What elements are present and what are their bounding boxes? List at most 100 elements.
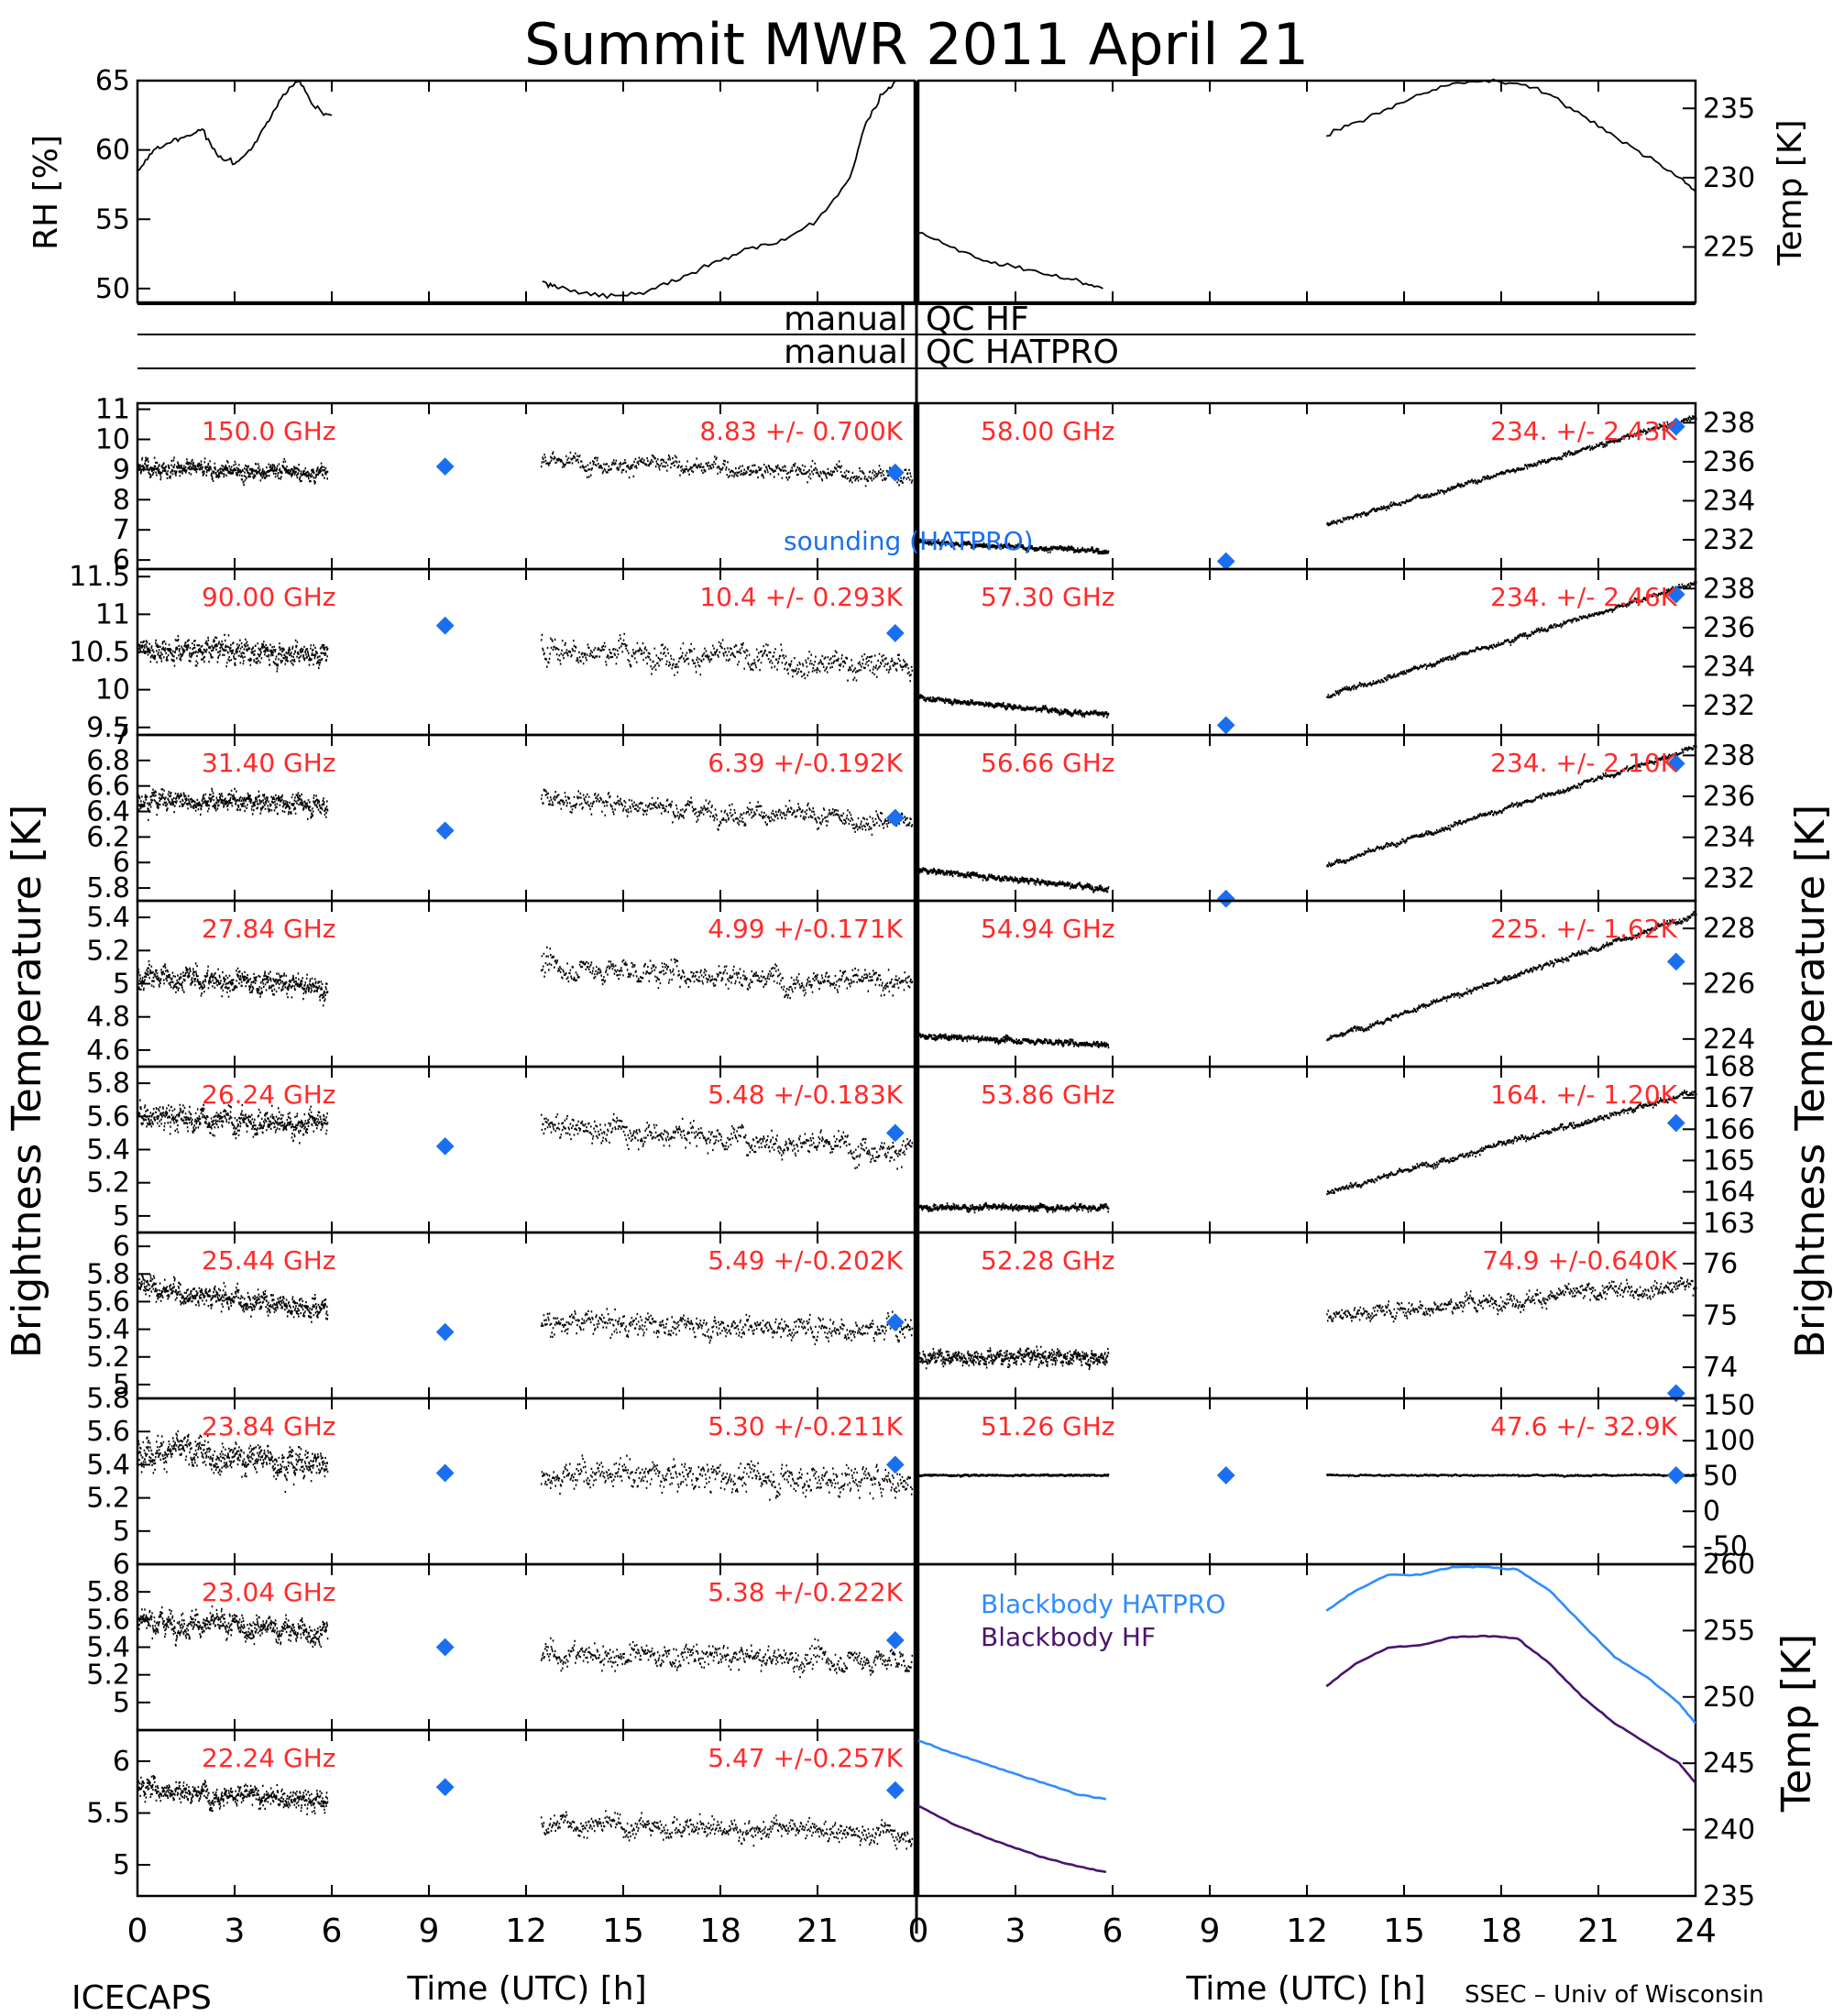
- x-tick-label: 15: [1383, 1912, 1425, 1950]
- y-tick-label: 7: [113, 719, 130, 751]
- sounding-marker: [435, 1463, 455, 1483]
- legend-hatpro: Blackbody HATPRO: [981, 1589, 1225, 1619]
- y-tick-label: 238: [1703, 573, 1755, 605]
- freq-label: 26.24 GHz: [202, 1079, 336, 1110]
- sounding-marker: [1216, 552, 1235, 571]
- y-tick-label: 6: [113, 847, 130, 879]
- x-tick-label: 9: [419, 1912, 440, 1950]
- freq-label: 56.66 GHz: [981, 748, 1115, 778]
- y-tick-label: 163: [1703, 1208, 1755, 1240]
- y-tick-label: 236: [1703, 446, 1755, 478]
- y-tick-label: 6: [113, 544, 130, 576]
- y-tick-label: 250: [1703, 1682, 1755, 1714]
- stat-label: 74.9 +/-0.640K: [1482, 1245, 1677, 1276]
- y-tick-label: 100: [1703, 1425, 1755, 1457]
- stat-label: 5.30 +/-0.211K: [708, 1411, 903, 1441]
- x-tick-label: 18: [1480, 1912, 1522, 1950]
- freq-label: 90.00 GHz: [202, 582, 336, 612]
- y-tick-label: 5.8: [86, 1576, 130, 1608]
- trace-tb5386: [918, 1090, 1697, 1214]
- y-tick-label: 167: [1703, 1082, 1755, 1114]
- freq-label: 53.86 GHz: [981, 1079, 1115, 1110]
- trace-tb3140: [137, 787, 914, 836]
- y-tick-label: 5.8: [86, 1258, 130, 1290]
- y-tick-label: 5: [113, 1516, 130, 1548]
- qc-hatpro-left: manual: [784, 334, 907, 371]
- y-tick-label: 4.8: [86, 1002, 130, 1034]
- y-tick-label: 6: [113, 1549, 130, 1581]
- rh-line: [137, 79, 896, 300]
- sounding-marker: [435, 1638, 455, 1657]
- sounding-marker: [435, 1322, 455, 1342]
- y-tick-label: 245: [1703, 1748, 1755, 1780]
- y-tick-label: 166: [1703, 1113, 1755, 1145]
- sounding-marker: [435, 1778, 455, 1797]
- y-tick-label: 236: [1703, 612, 1755, 644]
- y-tick-label: 8: [113, 484, 130, 516]
- sounding-marker: [1666, 1466, 1685, 1485]
- y-tick-label: 5.8: [86, 1383, 130, 1415]
- y-tick-label: 5.8: [86, 872, 130, 904]
- freq-label: 27.84 GHz: [202, 914, 336, 944]
- freq-label: 58.00 GHz: [981, 416, 1115, 446]
- freq-label: 22.24 GHz: [202, 1743, 336, 1773]
- footer-left: ICECAPS: [71, 1979, 212, 2016]
- sounding-marker: [1666, 952, 1685, 971]
- temp-ylabel: Temp [K]: [1772, 119, 1809, 266]
- sounding-marker: [1666, 417, 1685, 436]
- sounding-marker: [1216, 716, 1235, 735]
- y-tick-label: 11.5: [69, 561, 130, 593]
- sounding-marker: [885, 1313, 905, 1331]
- freq-label: 150.0 GHz: [202, 416, 336, 446]
- trace-tb2624: [137, 1099, 914, 1170]
- y-tick-label: 228: [1703, 913, 1755, 945]
- y-tick-label: 50: [95, 273, 130, 305]
- trace-tb2304: [137, 1605, 914, 1679]
- y-tick-label: 5.2: [86, 1483, 130, 1515]
- trace-tb5666: [918, 745, 1697, 893]
- sounding-marker: [1666, 1113, 1685, 1133]
- y-tick-label: 168: [1703, 1051, 1755, 1083]
- sounding-marker: [885, 808, 905, 827]
- sounding-marker: [885, 1455, 905, 1474]
- y-tick-label: 234: [1703, 651, 1755, 683]
- stat-label: 8.83 +/- 0.700K: [699, 416, 903, 446]
- sounding-marker: [885, 1123, 905, 1143]
- y-tick-label: 75: [1703, 1300, 1738, 1332]
- trace-tb5494: [918, 911, 1697, 1049]
- ylabel-right: Brightness Temperature [K]: [1787, 805, 1833, 1358]
- stat-label: 5.49 +/-0.202K: [708, 1245, 903, 1276]
- sounding-marker: [435, 457, 455, 477]
- x-tick-label: 9: [1200, 1912, 1221, 1950]
- y-tick-label: 10: [95, 674, 130, 707]
- y-tick-label: 5.4: [86, 1314, 130, 1346]
- trace-tb150: [137, 451, 914, 488]
- sounding-marker: [435, 616, 455, 635]
- y-tick-label: 65: [95, 65, 130, 97]
- stat-label: 4.99 +/-0.171K: [708, 914, 903, 944]
- freq-label: 25.44 GHz: [202, 1245, 336, 1276]
- freq-label: 52.28 GHz: [981, 1245, 1115, 1276]
- qc-hf-right: QC HF: [926, 301, 1029, 338]
- freq-label: 51.26 GHz: [981, 1411, 1115, 1441]
- trace-tb5730: [918, 581, 1697, 718]
- y-tick-label: 5.4: [86, 1134, 130, 1167]
- bb-line-1: [917, 1634, 1697, 1874]
- sounding-marker: [885, 1631, 905, 1649]
- y-tick-label: 240: [1703, 1814, 1755, 1846]
- temp-line: [917, 78, 1696, 290]
- x-tick-label: 12: [1286, 1912, 1328, 1950]
- sounding-marker: [885, 624, 905, 642]
- y-tick-label: 235: [1703, 1880, 1755, 1912]
- trace-tb5800: [918, 415, 1697, 555]
- x-tick-label: 0: [127, 1912, 148, 1950]
- y-tick-label: 7: [113, 514, 130, 546]
- y-tick-label: 10: [95, 423, 130, 455]
- xlabel-right: Time (UTC) [h]: [1185, 1970, 1425, 2008]
- trace-tb2784: [137, 946, 914, 1007]
- ylabel-left: Brightness Temperature [K]: [4, 805, 50, 1358]
- y-tick-label: 50: [1703, 1461, 1738, 1493]
- chart-title: Summit MWR 2011 April 21: [524, 11, 1309, 78]
- sounding-marker: [1666, 585, 1685, 604]
- freq-label: 23.04 GHz: [202, 1577, 336, 1607]
